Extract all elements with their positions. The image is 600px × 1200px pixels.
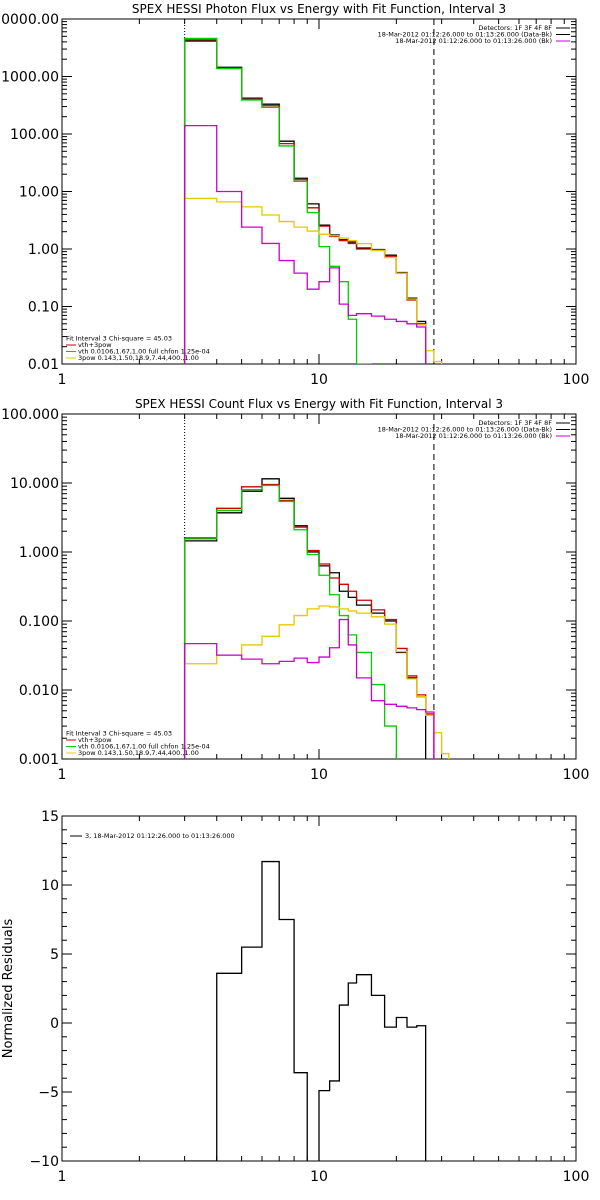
y-tick-label: 1.00 [28,242,59,258]
x-tick-label: 1 [58,767,67,783]
series-group [183,37,443,364]
x-tick-label: 10 [310,767,328,783]
y-tick-label: 10.00 [19,185,59,201]
info-line: 18-Mar-2012 01:12:26.000 to 01:13:26.000… [395,37,552,45]
info-line: 18-Mar-2012 01:12:26.000 to 01:13:26.000… [378,31,552,39]
photon-flux-panel: SPEX HESSI Photon Flux vs Energy with Fi… [0,2,590,388]
legend-entry: vth+3pow [78,341,112,349]
series-line-3pow [183,605,450,759]
info-line: 18-Mar-2012 01:12:26.000 to 01:13:26.000… [378,426,552,434]
series-line-data-bk [183,478,427,759]
x-tick-label: 100 [563,767,590,783]
y-tick-label: 10 [41,878,59,894]
y-tick-label: −10 [29,1154,59,1170]
y-tick-label: −5 [38,1085,59,1101]
chart-title: SPEX HESSI Photon Flux vs Energy with Fi… [132,2,506,16]
y-tick-label: 0.01 [28,357,59,373]
legend-entry: 3pow 0.143,1.50,18.9,7.44,400.,1.00 [78,749,199,757]
series-line-bk [183,124,427,364]
y-tick-label: 0.001 [19,752,59,768]
y-tick-label: 100.00 [10,127,59,143]
legend-header: Fit Interval 3 Chi-square = 45.03 [66,335,172,343]
x-tick-label: 10 [310,372,328,388]
y-tick-label: 10000.00 [0,12,59,28]
series-line-vth-3pow [183,40,427,364]
y-tick-label: 5 [50,947,59,963]
legend-entry: vth 0.0106,1.67,1.00 full chfon 1.25e-04 [78,743,210,751]
legend-entry: vth 0.0106,1.67,1.00 full chfon 1.25e-04 [78,348,210,356]
legend-entry: vth+3pow [78,736,112,744]
x-tick-label: 10 [310,1169,328,1185]
y-tick-label: 15 [41,809,59,825]
x-tick-label: 1 [58,1169,67,1185]
y-tick-label: 100.000 [1,407,59,423]
series-group [183,478,450,759]
legend-entry: 3, 18-Mar-2012 01:12:26.000 to 01:13:26.… [85,832,235,840]
info-line: Detectors: 1F 3F 4F 8F [478,24,552,32]
series-group [183,860,427,1161]
residuals-panel: 1 10 100 −10 −5 0 5 10 15 Normalized Residuals 3, … [1,809,590,1185]
y-tick-label: 0.010 [19,683,59,699]
x-tick-label: 100 [563,372,590,388]
x-tick-label: 1 [58,372,67,388]
series-line-residuals [183,860,427,1161]
plot-frame [61,413,577,760]
y-tick-label: 0.10 [28,300,59,316]
count-flux-panel: SPEX HESSI Count Flux vs Energy with Fit… [1,397,590,783]
y-tick-label: 1.000 [19,545,59,561]
chart-title: SPEX HESSI Count Flux vs Energy with Fit… [135,397,503,411]
series-line-vth [183,37,373,364]
legend-header: Fit Interval 3 Chi-square = 45.03 [66,730,172,738]
info-line: Detectors: 1F 3F 4F 8F [478,419,552,427]
series-line-vth [183,484,398,759]
series-line-data-bk [183,39,427,364]
legend-entry: 3pow 0.143,1.50,18.9,7.44,400.,1.00 [78,354,199,362]
y-tick-label: 1000.00 [1,70,59,86]
y-tick-label: 0.100 [19,614,59,630]
series-line-bk [183,618,435,759]
series-line-3pow [183,197,443,364]
x-tick-label: 100 [563,1169,590,1185]
y-tick-label: 0 [50,1016,59,1032]
y-axis-label: Normalized Residuals [1,919,16,1059]
info-line: 18-Mar-2012 01:12:26.000 to 01:13:26.000… [395,432,552,440]
y-tick-label: 10.000 [10,476,59,492]
plot-frame [61,18,577,365]
